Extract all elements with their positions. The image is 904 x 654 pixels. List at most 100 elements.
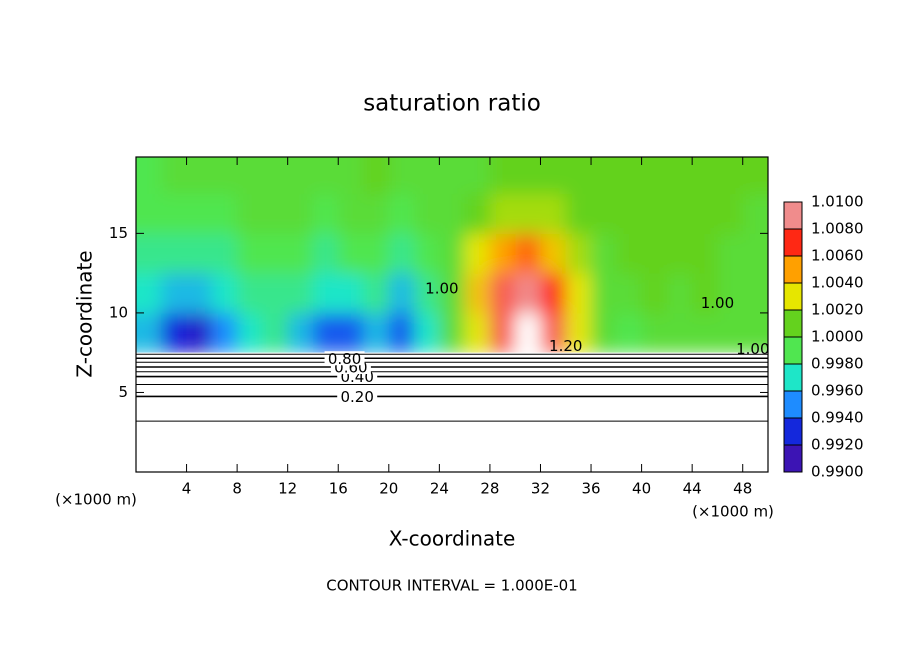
field-cell	[591, 233, 617, 274]
field-cell	[161, 233, 188, 274]
colorbar-band	[784, 202, 802, 229]
colorbar-band	[784, 391, 802, 418]
contour-annotation: 1.00	[701, 294, 734, 312]
field-cell	[591, 157, 617, 195]
field-cell	[565, 233, 592, 274]
colorbar-label: 1.0040	[811, 274, 864, 292]
field-cell	[641, 193, 668, 234]
field-cell	[439, 233, 466, 274]
y-tick-label: 5	[118, 383, 128, 401]
contour-label-bg	[337, 389, 378, 404]
field-cell	[262, 233, 289, 274]
field-cell	[388, 273, 415, 314]
field-cell	[464, 273, 491, 314]
field-cell	[136, 273, 162, 314]
field-cell	[287, 233, 314, 274]
field-cell	[489, 193, 516, 234]
field	[136, 157, 768, 353]
field-cell	[742, 193, 768, 234]
field-cell	[388, 312, 415, 353]
field-cell	[287, 193, 314, 234]
field-cell	[692, 312, 718, 353]
y-axis-label: Z-coordinate	[73, 250, 97, 377]
field-cell	[211, 233, 238, 274]
x-tick-label: 20	[379, 480, 398, 498]
field-cell	[237, 233, 263, 274]
field-cell	[414, 193, 440, 234]
chart-title: saturation ratio	[363, 91, 541, 117]
field-cell	[692, 157, 718, 195]
field-cell	[742, 312, 768, 353]
field-cell	[540, 193, 567, 234]
field-cell	[515, 233, 541, 274]
field-cell	[262, 273, 289, 314]
colorbar-label: 0.9920	[811, 436, 864, 454]
contour-label: 0.20	[340, 388, 373, 406]
field-cell	[161, 312, 188, 353]
field-cell	[312, 193, 339, 234]
contour-annotation: 1.00	[425, 280, 458, 298]
field-cell	[211, 193, 238, 234]
field-cell	[262, 312, 289, 353]
field-cell	[237, 193, 263, 234]
field-cell	[312, 273, 339, 314]
field-cell	[565, 273, 592, 314]
field-cell	[312, 157, 339, 195]
field-cell	[388, 233, 415, 274]
field-cell	[616, 273, 643, 314]
x-tick-label: 44	[683, 480, 702, 498]
field-cell	[363, 273, 390, 314]
field-cell	[489, 157, 516, 195]
field-cell	[262, 193, 289, 234]
x-tick-label: 8	[232, 480, 242, 498]
colorbar-band	[784, 337, 802, 364]
field-cell	[211, 157, 238, 195]
field-cell	[464, 312, 491, 353]
field-cell	[540, 157, 567, 195]
field-cell	[186, 157, 213, 195]
field-cell	[717, 233, 744, 274]
field-cell	[211, 273, 238, 314]
colorbar-band	[784, 364, 802, 391]
x-tick-label: 16	[329, 480, 348, 498]
field-cell	[489, 273, 516, 314]
field-cell	[540, 233, 567, 274]
field-cell	[742, 273, 768, 314]
colorbar-label: 1.0060	[811, 247, 864, 265]
field-cell	[717, 312, 744, 353]
x-unit-label: (×1000 m)	[692, 503, 774, 521]
x-tick-label: 24	[430, 480, 449, 498]
y-tick-label: 10	[109, 303, 128, 321]
field-cell	[237, 157, 263, 195]
field-cell	[616, 193, 643, 234]
field-cell	[616, 157, 643, 195]
field-cell	[591, 193, 617, 234]
field-cell	[666, 312, 693, 353]
contour-annotation: 1.00	[736, 340, 769, 358]
field-cell	[489, 312, 516, 353]
field-cell	[161, 193, 188, 234]
field-cell	[515, 193, 541, 234]
field-cell	[464, 233, 491, 274]
field-cell	[717, 193, 744, 234]
field-cell	[692, 193, 718, 234]
field-cell	[338, 193, 365, 234]
field-cell	[591, 312, 617, 353]
field-cell	[515, 157, 541, 195]
field-cell	[312, 312, 339, 353]
field-cell	[161, 157, 188, 195]
field-cell	[211, 312, 238, 353]
colorbar-label: 0.9940	[811, 409, 864, 427]
field-cell	[414, 233, 440, 274]
field-cell	[641, 312, 668, 353]
x-tick-label: 36	[581, 480, 600, 498]
x-tick-label: 28	[480, 480, 499, 498]
colorbar-label: 1.0020	[811, 301, 864, 319]
field-cell	[338, 157, 365, 195]
field-cell	[287, 273, 314, 314]
overlay: 0.200.400.600.801.201.001.001.004 8 12 16 20…	[109, 156, 864, 498]
field-cell	[666, 233, 693, 274]
field-cell	[338, 312, 365, 353]
field-cell	[186, 273, 213, 314]
field-cell	[388, 193, 415, 234]
